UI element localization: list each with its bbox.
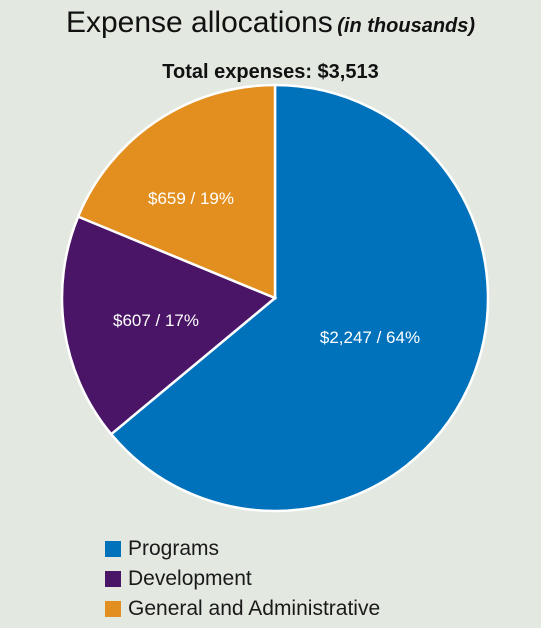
pie-label-development: $607 / 17% bbox=[113, 311, 199, 330]
legend-swatch-general-admin bbox=[105, 601, 121, 617]
legend-label-general-admin: General and Administrative bbox=[128, 597, 381, 620]
legend: Programs Development General and Adminis… bbox=[105, 534, 380, 624]
chart-title-main: Expense allocations bbox=[65, 6, 333, 39]
pie-slice-general-admin bbox=[76, 83, 277, 300]
pie-label-programs: $2,247 / 64% bbox=[320, 328, 420, 347]
legend-item-development: Development bbox=[105, 564, 380, 594]
legend-swatch-development bbox=[105, 571, 121, 587]
legend-item-general-admin: General and Administrative bbox=[105, 594, 380, 624]
chart-subtitle: Total expenses: $3,513 bbox=[162, 61, 379, 83]
chart-title-note: (in thousands) bbox=[337, 15, 476, 37]
legend-label-programs: Programs bbox=[128, 537, 220, 560]
pie-label-general-admin: $659 / 19% bbox=[148, 189, 234, 208]
legend-swatch-programs bbox=[105, 541, 121, 557]
legend-label-development: Development bbox=[128, 567, 252, 590]
pie-slice-programs bbox=[109, 83, 490, 513]
pie-slice-development bbox=[60, 214, 278, 436]
chart-title: Expense allocations (in thousands) bbox=[0, 6, 541, 40]
legend-item-programs: Programs bbox=[105, 534, 380, 564]
